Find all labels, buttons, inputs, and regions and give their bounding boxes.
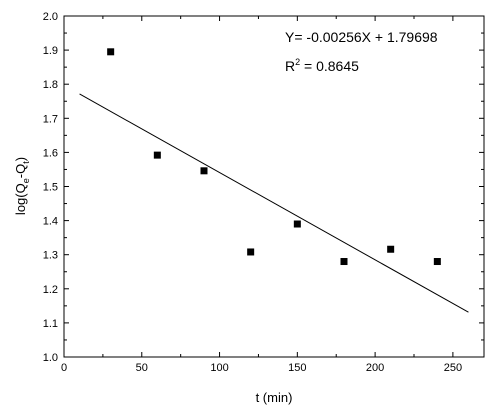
x-axis-label: t (min) bbox=[256, 390, 293, 405]
y-tick-label: 1.3 bbox=[43, 250, 58, 262]
y-tick-label: 1.1 bbox=[43, 318, 58, 330]
y-axis-label: log(Qe-Qt) bbox=[13, 157, 31, 215]
tick-labels: 0 50 100 150 200 250 1.0 1.1 1.2 1.3 1.4 1.5 1.6 1.7 1… bbox=[43, 11, 462, 374]
y-tick-label: 1.4 bbox=[43, 216, 58, 228]
x-tick-label: 100 bbox=[210, 362, 228, 374]
y-tick-label: 1.0 bbox=[43, 352, 58, 364]
y-tick-label: 1.6 bbox=[43, 147, 58, 159]
data-point bbox=[433, 258, 441, 266]
data-point bbox=[153, 151, 161, 159]
data-point bbox=[293, 220, 301, 228]
data-point bbox=[247, 248, 255, 256]
y-axis-label-mid: -Q bbox=[13, 164, 28, 178]
r-squared-annotation: R2 = 0.8645 bbox=[285, 57, 359, 74]
equation-annotation: Y= -0.00256X + 1.79698 bbox=[285, 29, 438, 45]
y-axis-label-end: ) bbox=[13, 157, 28, 161]
y-tick-label: 1.8 bbox=[43, 79, 58, 91]
y-axis-label-sub-e: e bbox=[21, 178, 31, 183]
data-point bbox=[107, 48, 115, 56]
axis-ticks bbox=[63, 15, 484, 358]
data-point bbox=[387, 245, 395, 253]
y-axis-label-sub-t: t bbox=[21, 161, 31, 164]
y-tick-label: 1.5 bbox=[43, 182, 58, 194]
y-tick-label: 1.9 bbox=[43, 45, 58, 57]
y-tick-label: 1.2 bbox=[43, 284, 58, 296]
x-tick-label: 0 bbox=[61, 362, 67, 374]
regression-line bbox=[79, 93, 469, 313]
y-tick-label: 1.7 bbox=[43, 113, 58, 125]
x-tick-label: 200 bbox=[366, 362, 384, 374]
plot-frame bbox=[63, 15, 485, 358]
r-squared-value: = 0.8645 bbox=[300, 58, 359, 74]
y-tick-label: 2.0 bbox=[43, 11, 58, 23]
data-points bbox=[107, 48, 441, 266]
x-tick-label: 250 bbox=[444, 362, 462, 374]
r-squared-superscript: 2 bbox=[295, 57, 300, 67]
y-axis-label-main: log(Q bbox=[13, 183, 28, 215]
data-point bbox=[200, 167, 208, 175]
x-tick-label: 50 bbox=[136, 362, 148, 374]
r-squared-prefix: R bbox=[285, 58, 295, 74]
x-tick-label: 150 bbox=[288, 362, 306, 374]
data-point bbox=[340, 258, 348, 266]
